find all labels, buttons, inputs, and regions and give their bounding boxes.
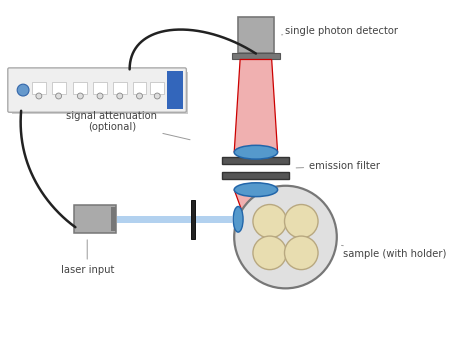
Bar bbox=[93, 82, 107, 94]
Circle shape bbox=[253, 205, 286, 238]
Circle shape bbox=[284, 236, 318, 270]
Ellipse shape bbox=[234, 145, 278, 159]
Bar bbox=[191, 200, 195, 239]
Circle shape bbox=[137, 93, 143, 99]
Circle shape bbox=[234, 186, 337, 288]
Bar bbox=[222, 172, 290, 179]
Bar bbox=[32, 82, 46, 94]
Bar bbox=[111, 208, 116, 231]
Circle shape bbox=[253, 236, 286, 270]
Polygon shape bbox=[234, 60, 278, 152]
Bar bbox=[133, 82, 146, 94]
Polygon shape bbox=[234, 190, 278, 222]
Bar bbox=[167, 71, 183, 109]
Text: signal attenuation
(optional): signal attenuation (optional) bbox=[66, 111, 190, 140]
Text: sample (with holder): sample (with holder) bbox=[341, 245, 446, 259]
Circle shape bbox=[17, 84, 29, 96]
Circle shape bbox=[55, 93, 62, 99]
Bar bbox=[113, 82, 127, 94]
Circle shape bbox=[77, 93, 83, 99]
Bar bbox=[12, 72, 188, 114]
Bar bbox=[150, 82, 164, 94]
Circle shape bbox=[117, 93, 123, 99]
Circle shape bbox=[284, 205, 318, 238]
Text: laser input: laser input bbox=[61, 240, 114, 275]
Circle shape bbox=[155, 93, 160, 99]
Bar bbox=[117, 216, 232, 223]
Ellipse shape bbox=[233, 207, 243, 232]
Bar bbox=[238, 17, 273, 53]
Circle shape bbox=[97, 93, 103, 99]
Bar bbox=[222, 157, 290, 164]
Bar bbox=[232, 53, 280, 60]
Bar bbox=[52, 82, 65, 94]
Ellipse shape bbox=[234, 183, 278, 196]
Bar bbox=[74, 206, 116, 233]
FancyBboxPatch shape bbox=[8, 68, 186, 112]
Text: emission filter: emission filter bbox=[296, 161, 380, 171]
Bar bbox=[73, 82, 87, 94]
Text: single photon detector: single photon detector bbox=[282, 26, 399, 36]
Circle shape bbox=[36, 93, 42, 99]
